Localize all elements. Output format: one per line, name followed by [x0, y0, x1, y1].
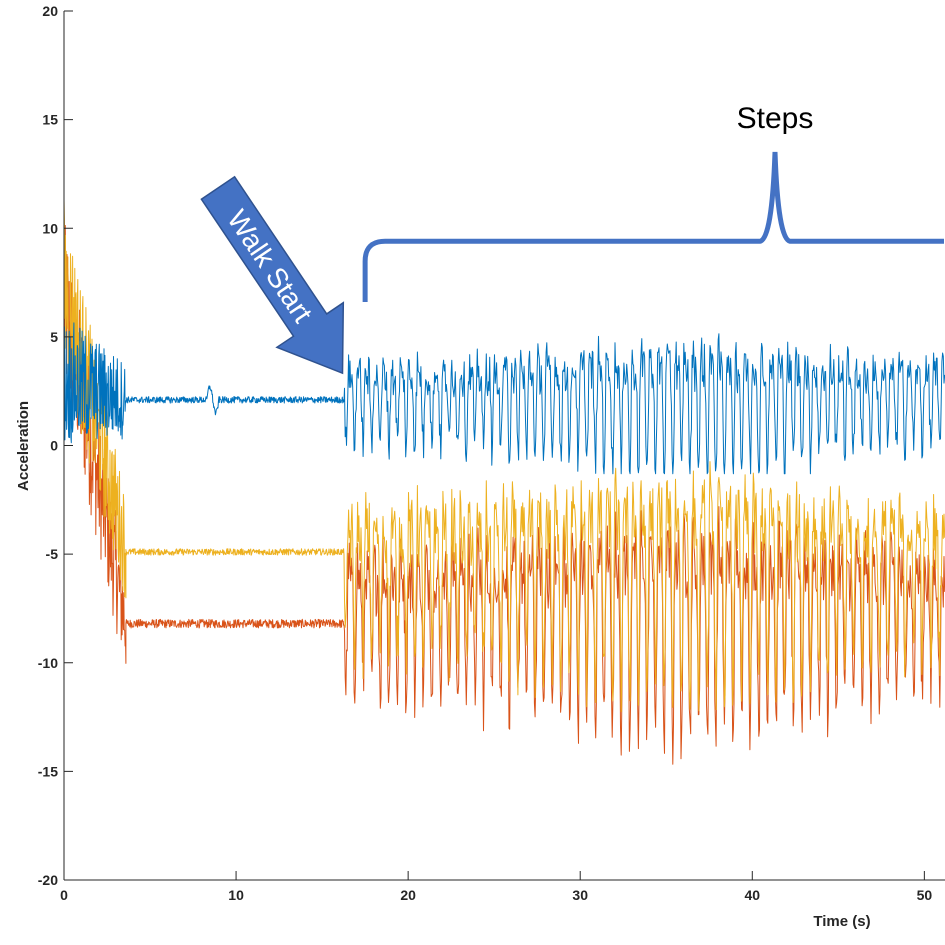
y-tick-label: -5 [46, 546, 59, 562]
annotation-layer: Steps Walk Start [200, 102, 944, 375]
steps-label: Steps [737, 102, 814, 135]
steps-brace [362, 151, 944, 302]
x-tick-label: 0 [60, 887, 68, 903]
y-tick-label: 15 [42, 112, 58, 128]
y-tick-label: -10 [38, 655, 58, 671]
walk-start-label: Walk Start [221, 204, 318, 328]
series-line-1 [63, 322, 945, 475]
y-tick-label: -20 [38, 872, 58, 888]
x-tick-label: 10 [228, 887, 244, 903]
series-line-3 [63, 199, 945, 713]
series-line-2 [63, 225, 945, 765]
x-tick-label: 30 [572, 887, 588, 903]
x-tick-label: 50 [917, 887, 933, 903]
y-axis-label: Acceleration [15, 401, 32, 491]
y-tick-label: 10 [42, 220, 58, 236]
axes-layer: -20 -15 -10 -5 0 5 10 15 20 0 10 20 30 40 50 [38, 3, 945, 903]
x-axis-label: Time (s) [813, 913, 870, 930]
x-tick-label: 20 [400, 887, 416, 903]
y-tick-label: -15 [38, 763, 58, 779]
series-layer [63, 199, 945, 765]
x-tick-label: 40 [744, 887, 760, 903]
walk-start-arrow [200, 175, 345, 375]
y-tick-label: 5 [50, 329, 58, 345]
y-tick-label: 0 [50, 438, 58, 454]
y-tick-label: 20 [42, 3, 58, 19]
